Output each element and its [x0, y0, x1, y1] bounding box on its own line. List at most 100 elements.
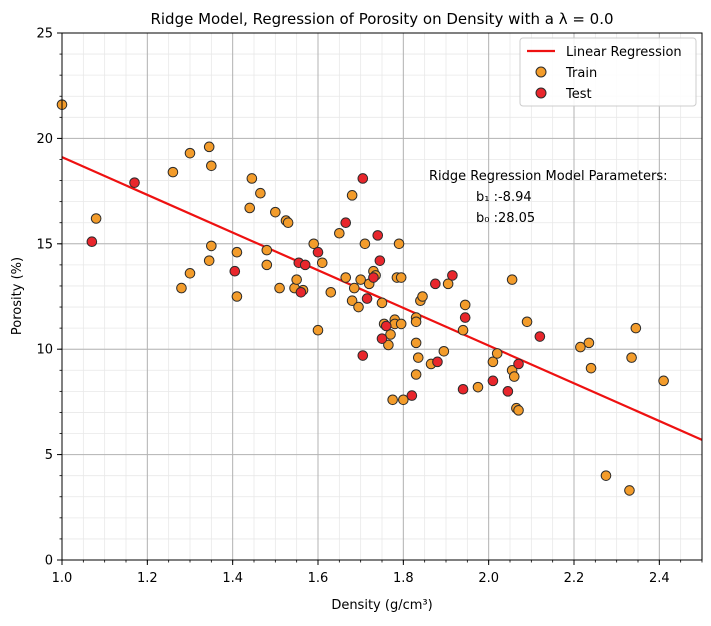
- test-point: [361, 293, 373, 304]
- test-point: [459, 312, 471, 323]
- test-point: [299, 259, 311, 271]
- legend-test-marker: [535, 87, 547, 99]
- points-layer: [56, 99, 669, 496]
- test-point: [513, 358, 524, 370]
- test-point: [430, 278, 441, 290]
- legend-label-test: Test: [565, 87, 592, 102]
- train-point: [346, 295, 358, 307]
- train-point: [167, 166, 179, 178]
- test-point: [374, 255, 386, 266]
- train-point: [359, 238, 371, 250]
- train-point: [282, 217, 294, 229]
- y-tick-label: 15: [36, 237, 53, 252]
- train-point: [630, 322, 642, 334]
- train-point: [383, 339, 394, 351]
- y-tick-label: 10: [36, 343, 53, 358]
- test-point: [432, 356, 443, 368]
- y-axis-label: Porosity (%): [10, 257, 25, 335]
- test-point: [447, 270, 458, 281]
- x-tick-label: 1.2: [137, 571, 158, 586]
- test-point: [312, 246, 324, 258]
- train-point: [410, 316, 422, 328]
- x-axis-label: Density (g/cm³): [331, 598, 432, 613]
- train-point: [244, 202, 256, 214]
- test-point: [487, 375, 499, 387]
- annotation-box: Ridge Regression Model Parameters: b₁ :-…: [429, 169, 667, 226]
- train-point: [340, 272, 352, 283]
- train-point: [308, 238, 320, 250]
- train-point: [346, 190, 358, 201]
- legend-train-marker: [535, 66, 547, 78]
- train-point: [438, 346, 450, 357]
- train-point: [410, 369, 422, 380]
- train-point: [203, 255, 215, 266]
- annotation-b1: b₁ :-8.94: [476, 190, 532, 205]
- train-point: [176, 282, 187, 294]
- train-point: [184, 147, 196, 159]
- train-point: [206, 240, 217, 252]
- test-point: [380, 320, 392, 332]
- train-point: [385, 329, 396, 340]
- train-point: [417, 291, 428, 302]
- train-point: [398, 394, 409, 406]
- train-point: [626, 352, 637, 363]
- test-point: [368, 272, 379, 283]
- train-point: [459, 299, 471, 311]
- test-point: [295, 286, 307, 298]
- train-point: [355, 274, 366, 285]
- x-tick-label: 1.8: [393, 571, 414, 586]
- y-tick-label: 20: [36, 132, 53, 147]
- test-point: [376, 333, 388, 344]
- y-tick-label: 5: [45, 448, 53, 463]
- train-point: [600, 470, 612, 481]
- train-point: [325, 286, 337, 298]
- train-point: [395, 318, 407, 330]
- train-point: [521, 316, 533, 328]
- train-point: [246, 173, 258, 184]
- legend-frame: [519, 37, 697, 107]
- train-point: [231, 246, 243, 258]
- chart-title: Ridge Model, Regression of Porosity on D…: [150, 10, 613, 28]
- legend: Linear Regression Train Test: [519, 37, 697, 107]
- train-point: [231, 291, 243, 302]
- test-point: [457, 383, 469, 395]
- x-tick-label: 2.2: [564, 571, 585, 586]
- x-tick-label: 2.0: [478, 571, 499, 586]
- annotation-heading: Ridge Regression Model Parameters:: [429, 169, 667, 184]
- train-point: [491, 348, 503, 359]
- test-point: [86, 236, 98, 247]
- train-point: [658, 375, 669, 387]
- annotation-b0: b₀ :28.05: [476, 211, 535, 226]
- train-point: [487, 356, 499, 368]
- y-tick-label: 0: [45, 554, 53, 569]
- train-point: [348, 282, 360, 294]
- train-point: [410, 337, 422, 349]
- test-point: [372, 230, 384, 241]
- train-point: [575, 341, 586, 353]
- train-point: [261, 244, 273, 256]
- train-point: [393, 238, 405, 250]
- x-tick-label: 1.6: [308, 571, 329, 586]
- train-point: [334, 227, 345, 239]
- train-point: [506, 274, 518, 285]
- test-point: [357, 173, 369, 184]
- legend-label-train: Train: [565, 66, 597, 81]
- train-point: [312, 324, 324, 336]
- train-point: [184, 268, 196, 279]
- train-point: [291, 274, 302, 285]
- test-point: [129, 177, 140, 188]
- test-point: [534, 331, 546, 342]
- train-point: [508, 371, 520, 382]
- legend-label-linear-regression: Linear Regression: [566, 45, 682, 60]
- train-point: [624, 485, 635, 496]
- train-point: [270, 206, 281, 218]
- axis-ticks: 1.0 1.2 1.4 1.6 1.8 2.0 2.2 2.4 0 5 10 15 20 25: [36, 27, 703, 586]
- train-point: [376, 297, 388, 309]
- train-point: [442, 278, 454, 290]
- test-point: [502, 386, 514, 397]
- train-point: [457, 324, 469, 336]
- test-point: [229, 265, 241, 277]
- y-tick-label: 25: [36, 27, 53, 42]
- train-point: [412, 352, 424, 363]
